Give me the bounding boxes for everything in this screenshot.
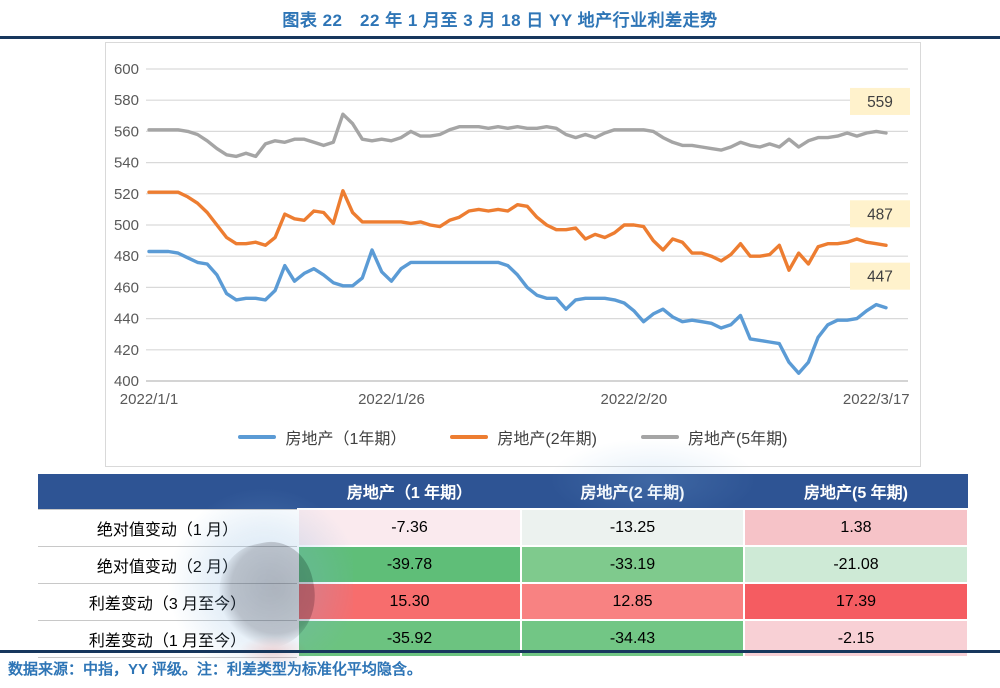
row-label-cell: 利差变动（3 月至今） bbox=[38, 582, 298, 621]
value-cell: 1.38 bbox=[743, 508, 969, 547]
value-cell: -7.36 bbox=[297, 508, 522, 547]
x-axis-tick-label: 2022/1/1 bbox=[120, 391, 178, 408]
x-axis-tick-label: 2022/3/17 bbox=[843, 391, 910, 408]
legend-label: 房地产（1年期） bbox=[285, 431, 407, 448]
data-source-note: 数据来源：中指，YY 评级。注：利差类型为标准化平均隐含。 bbox=[8, 661, 422, 678]
legend-item: 房地产(2年期) bbox=[450, 425, 597, 449]
y-axis-tick-label: 540 bbox=[114, 155, 139, 172]
figure-title: 图表 22 22 年 1 月至 3 月 18 日 YY 地产行业利差走势 bbox=[282, 11, 718, 30]
value-cell: 15.30 bbox=[297, 582, 522, 621]
x-axis-tick-label: 2022/2/20 bbox=[601, 391, 668, 408]
legend-label: 房地产(5年期) bbox=[687, 431, 788, 448]
spread-change-table: 房地产（1 年期） 房地产(2 年期) 房地产(5 年期) 绝对值变动（1 月） -7.… bbox=[38, 474, 969, 658]
series-line bbox=[147, 188, 888, 272]
y-axis-tick-label: 480 bbox=[114, 248, 139, 265]
legend-label: 房地产(2年期) bbox=[497, 431, 597, 448]
legend-line-swatch bbox=[640, 434, 679, 440]
y-axis-tick-label: 560 bbox=[114, 123, 139, 140]
end-value-label: 559 bbox=[867, 94, 893, 111]
x-axis-tick-label: 2022/1/26 bbox=[358, 391, 425, 408]
legend-item: 房地产(5年期) bbox=[640, 425, 788, 449]
y-axis-tick-label: 580 bbox=[114, 92, 139, 109]
table-row: 绝对值变动（1 月） -7.36 -13.25 1.38 bbox=[38, 508, 969, 547]
table-row: 利差变动（3 月至今） 15.30 12.85 17.39 bbox=[38, 582, 969, 621]
series-line bbox=[147, 248, 888, 375]
y-axis-tick-label: 520 bbox=[114, 186, 139, 203]
legend-line-swatch bbox=[238, 434, 277, 440]
end-value-label: 487 bbox=[867, 206, 893, 223]
row-label-cell: 绝对值变动（2 月） bbox=[38, 545, 298, 584]
y-axis-tick-label: 500 bbox=[114, 217, 139, 234]
y-axis-tick-label: 440 bbox=[114, 311, 139, 328]
table-row: 绝对值变动（2 月） -39.78 -33.19 -21.08 bbox=[38, 545, 969, 584]
table-header-cell: 房地产(2 年期) bbox=[521, 474, 744, 509]
value-cell: -39.78 bbox=[297, 545, 522, 584]
spread-line-chart: 400 420 440 460 480 500 520 540 560 580 600 2022/1/… bbox=[114, 61, 910, 408]
end-value-label-box bbox=[850, 262, 910, 290]
y-axis-tick-label: 400 bbox=[114, 373, 139, 390]
value-cell: 17.39 bbox=[743, 582, 969, 621]
series-line bbox=[147, 112, 888, 159]
value-cell: 12.85 bbox=[520, 582, 745, 621]
table-header-corner bbox=[38, 474, 298, 509]
table-header-cell: 房地产（1 年期） bbox=[298, 474, 521, 509]
top-divider bbox=[0, 36, 1000, 39]
line-chart-panel: 400 420 440 460 480 500 520 540 560 580 600 2022/1/… bbox=[105, 42, 921, 467]
value-cell: -33.19 bbox=[520, 545, 745, 584]
y-axis-tick-label: 600 bbox=[114, 61, 139, 78]
end-value-label-box bbox=[850, 200, 910, 228]
legend-item: 房地产（1年期） bbox=[238, 425, 406, 449]
end-value-label: 447 bbox=[867, 269, 893, 286]
legend-line-swatch bbox=[450, 434, 489, 440]
value-cell: -13.25 bbox=[520, 508, 745, 547]
row-label-cell: 绝对值变动（1 月） bbox=[38, 508, 298, 547]
bottom-divider bbox=[0, 650, 1000, 653]
y-axis-tick-label: 460 bbox=[114, 279, 139, 296]
table-header-cell: 房地产(5 年期) bbox=[744, 474, 968, 509]
y-axis-tick-label: 420 bbox=[114, 342, 139, 359]
value-cell: -21.08 bbox=[743, 545, 969, 584]
table-header-row: 房地产（1 年期） 房地产(2 年期) 房地产(5 年期) bbox=[38, 474, 968, 509]
end-value-label-box bbox=[850, 87, 910, 115]
chart-legend: 房地产（1年期） 房地产(2年期) 房地产(5年期) bbox=[106, 425, 920, 449]
